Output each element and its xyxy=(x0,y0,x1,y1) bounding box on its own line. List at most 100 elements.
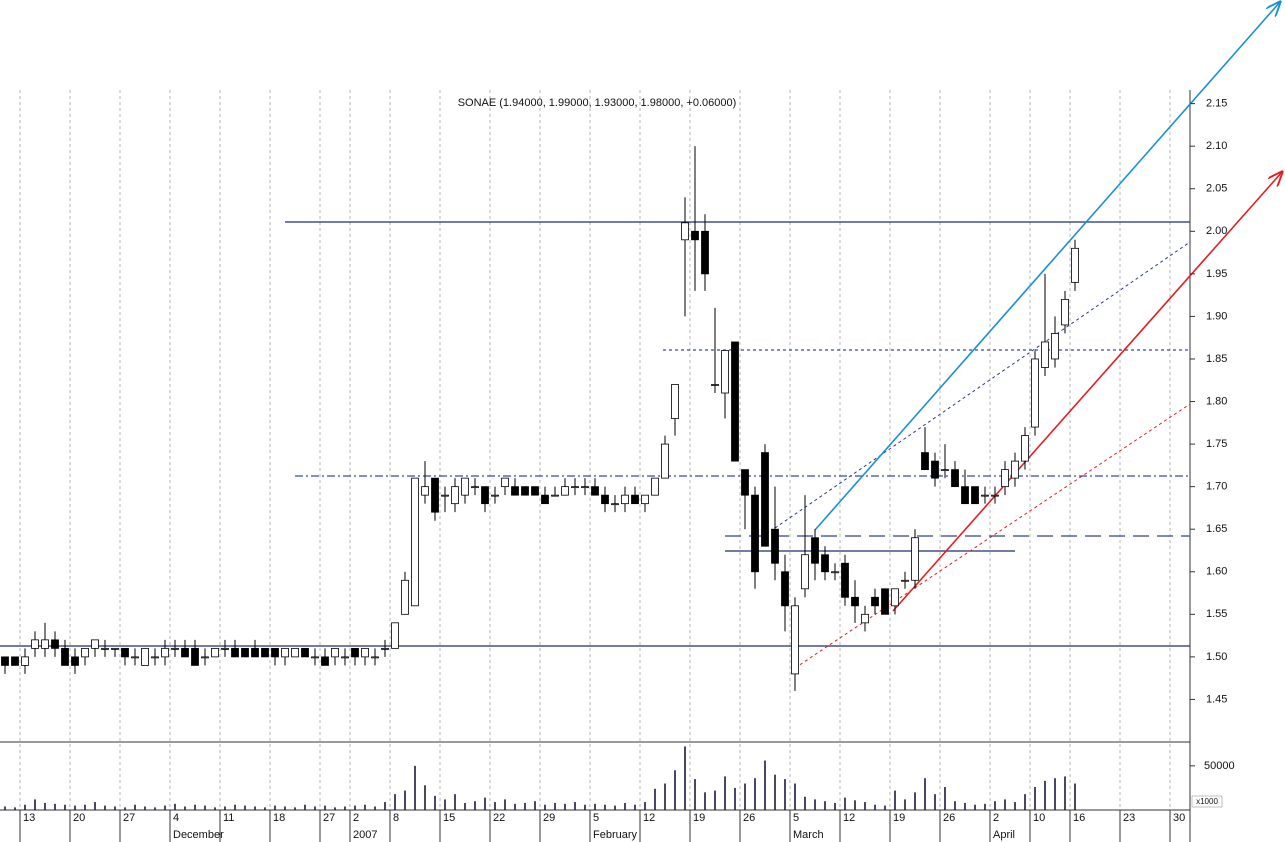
candle-body xyxy=(631,494,639,505)
x-tick-label: 5 xyxy=(593,812,599,824)
x-tick-label: 23 xyxy=(1123,812,1135,824)
candle-body xyxy=(431,477,439,513)
candle-body xyxy=(811,537,819,564)
candle-body xyxy=(281,647,289,658)
candle-body xyxy=(691,230,699,241)
candle-body xyxy=(301,647,309,658)
candle-body xyxy=(481,486,489,505)
candle-body xyxy=(21,656,29,666)
candle-body xyxy=(491,494,499,497)
candle-body xyxy=(681,222,689,241)
x-tick-label: 2 xyxy=(993,812,999,824)
y-tick-label: 1.65 xyxy=(1206,523,1227,535)
y-tick-label: 1.80 xyxy=(1206,395,1227,407)
candle-body xyxy=(271,647,279,658)
x-tick-label: 19 xyxy=(893,812,905,824)
candle-body xyxy=(171,647,179,650)
candle-body xyxy=(1,656,9,666)
x-tick-label: 12 xyxy=(843,812,855,824)
candle-body xyxy=(241,647,249,658)
candle-body xyxy=(291,647,299,658)
volume-tick-label: 50000 xyxy=(1204,760,1235,772)
candle-body xyxy=(331,647,339,658)
candle-body xyxy=(1041,341,1049,368)
y-tick-label: 2.05 xyxy=(1206,183,1227,195)
x-tick-label: 13 xyxy=(23,812,35,824)
x-tick-label: 4 xyxy=(173,812,179,824)
x-tick-label: 5 xyxy=(793,812,799,824)
candle-body xyxy=(201,656,209,659)
candle-body xyxy=(401,579,409,615)
x-tick-label: 27 xyxy=(323,812,335,824)
month-label: December xyxy=(173,829,224,841)
candle-body xyxy=(951,469,959,488)
candle-body xyxy=(391,622,399,649)
y-tick-label: 1.45 xyxy=(1206,693,1227,705)
candle-body xyxy=(91,639,99,649)
trend-arrow xyxy=(814,2,1280,531)
candle-body xyxy=(671,384,679,419)
candle-body xyxy=(51,639,59,649)
x-tick-label: 18 xyxy=(273,812,285,824)
x-tick-label: 8 xyxy=(393,812,399,824)
candle-body xyxy=(751,494,759,573)
candle-body xyxy=(921,452,929,471)
candle-body xyxy=(551,494,559,497)
x-tick-label: 10 xyxy=(1033,812,1045,824)
candle-body xyxy=(911,537,919,581)
candle-body xyxy=(11,656,19,666)
y-tick-label: 1.75 xyxy=(1206,438,1227,450)
candle-body xyxy=(931,460,939,479)
candle-body xyxy=(891,588,899,607)
candle-body xyxy=(781,571,789,607)
candle-body xyxy=(721,350,729,394)
candle-body xyxy=(1061,298,1069,326)
candle-body xyxy=(1011,460,1019,479)
candle-body xyxy=(741,469,749,496)
x-tick-label: 2 xyxy=(353,812,359,824)
candle-body xyxy=(971,486,979,505)
candle-body xyxy=(61,647,69,666)
x-tick-label: 11 xyxy=(223,812,234,824)
candle-body xyxy=(581,486,589,489)
candle-body xyxy=(541,494,549,505)
candle-body xyxy=(561,486,569,496)
candle-body xyxy=(501,477,509,488)
candle-body xyxy=(221,647,229,650)
candle-body xyxy=(231,647,239,658)
candle-body xyxy=(1071,247,1079,283)
candle-body xyxy=(121,647,129,658)
x-tick-label: 12 xyxy=(643,812,655,824)
x-tick-label: 22 xyxy=(493,812,505,824)
candle-body xyxy=(621,494,629,505)
volume-unit-label: x1000 xyxy=(1196,797,1218,806)
y-tick-label: 2.15 xyxy=(1206,98,1227,110)
candle-body xyxy=(361,647,369,658)
y-tick-label: 2.10 xyxy=(1206,140,1227,152)
candle-body xyxy=(251,647,259,658)
unit-box xyxy=(1191,795,1223,808)
y-tick-label: 1.50 xyxy=(1206,651,1227,663)
candle-body xyxy=(261,647,269,658)
y-tick-label: 1.70 xyxy=(1206,481,1227,493)
candle-body xyxy=(871,596,879,607)
x-tick-label: 19 xyxy=(693,812,705,824)
candle-body xyxy=(141,647,149,666)
candle-body xyxy=(861,613,869,624)
candle-body xyxy=(601,494,609,505)
candle-body xyxy=(961,486,969,505)
trend-line xyxy=(794,403,1191,669)
month-label: March xyxy=(793,829,824,841)
candle-body xyxy=(211,647,219,658)
candle-body xyxy=(521,486,529,496)
candle-body xyxy=(761,452,769,547)
candle-body xyxy=(771,528,779,564)
candle-body xyxy=(321,656,329,666)
candle-body xyxy=(341,656,349,659)
candle-body xyxy=(641,494,649,505)
candle-body xyxy=(101,647,109,650)
y-tick-label: 1.85 xyxy=(1206,353,1227,365)
x-tick-label: 30 xyxy=(1173,812,1185,824)
x-tick-label: 15 xyxy=(443,812,455,824)
